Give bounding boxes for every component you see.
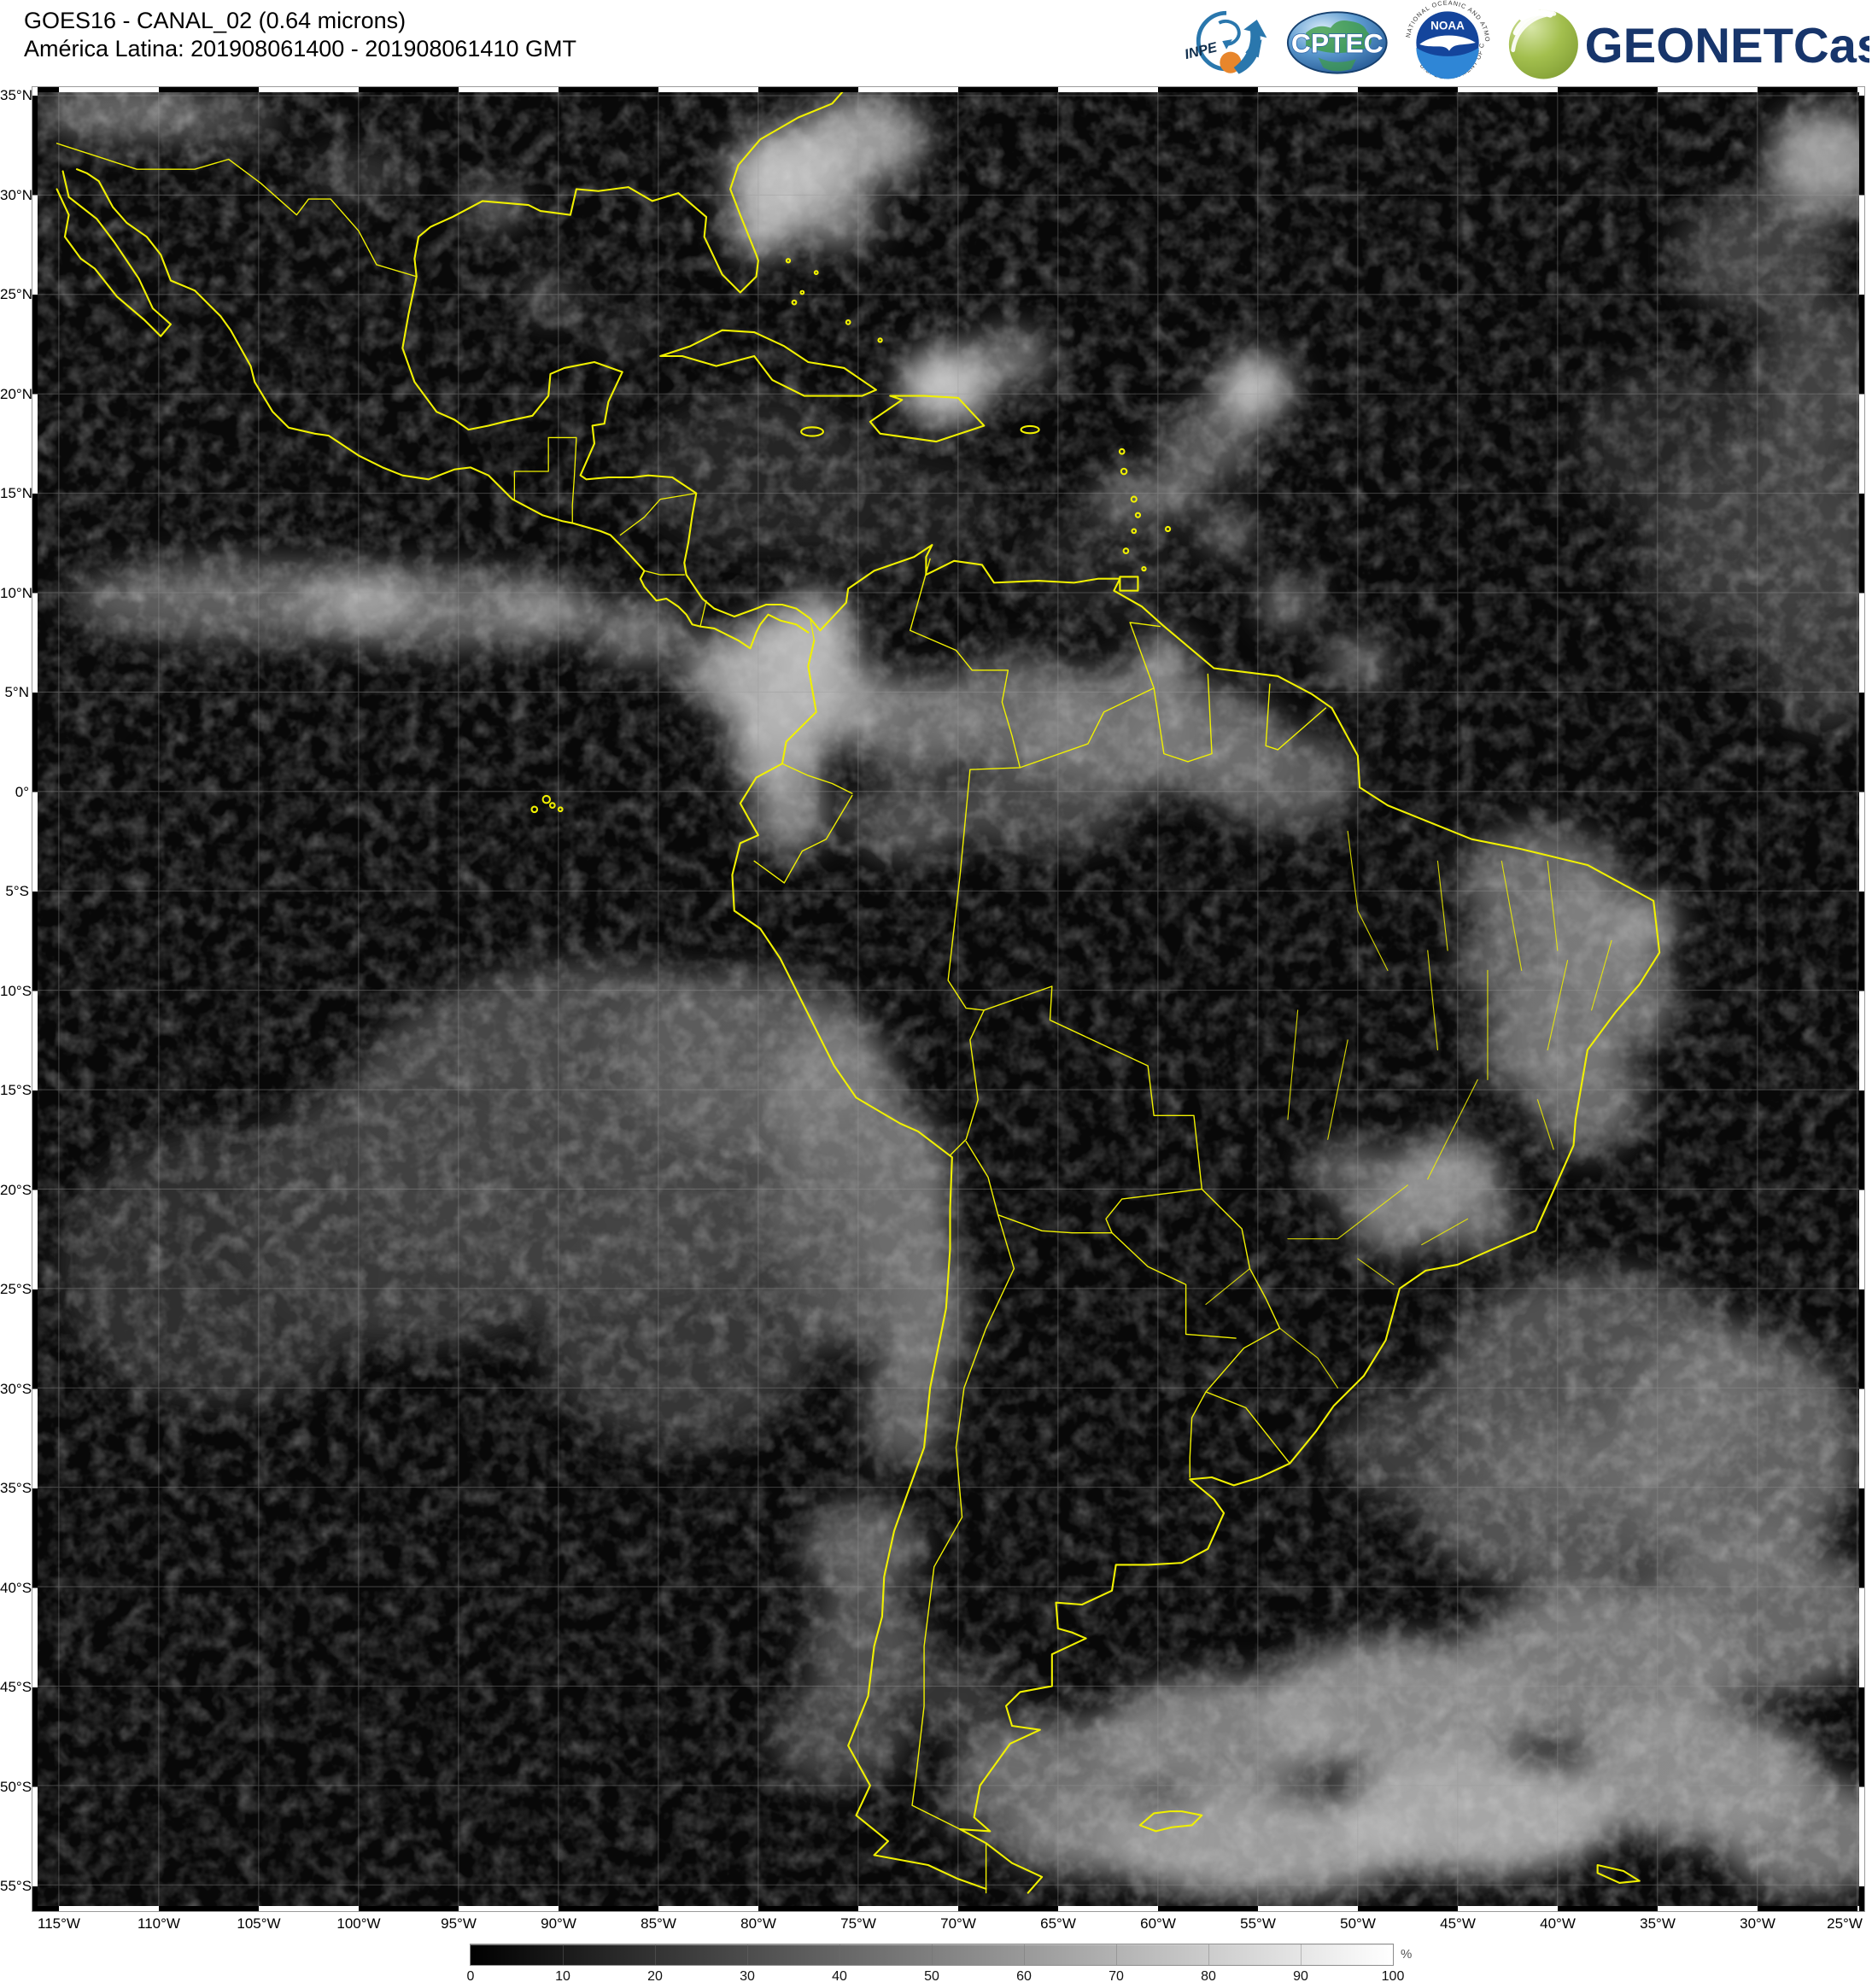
colorbar-tick bbox=[563, 1944, 564, 1965]
colorbar-tick bbox=[1024, 1944, 1025, 1965]
lon-label: 70°W bbox=[940, 1915, 976, 1932]
geonetcast-logo: GEONETCast bbox=[1508, 9, 1869, 79]
lon-label: 75°W bbox=[840, 1915, 876, 1932]
colorbar-unit-label: % bbox=[1401, 1947, 1413, 1962]
lon-label: 80°W bbox=[740, 1915, 776, 1932]
colorbar-tick bbox=[1116, 1944, 1117, 1965]
map-frame-left bbox=[32, 87, 38, 1911]
vignette bbox=[32, 87, 1864, 1911]
lon-label: 35°W bbox=[1640, 1915, 1676, 1932]
lon-label: 95°W bbox=[441, 1915, 477, 1932]
lat-label: 10°N bbox=[0, 584, 32, 601]
inpe-label: INPE bbox=[1183, 39, 1219, 62]
graticule-grid bbox=[32, 87, 1864, 1911]
lon-label: 85°W bbox=[641, 1915, 676, 1932]
lat-label: 20°N bbox=[0, 385, 32, 402]
lon-label: 50°W bbox=[1340, 1915, 1376, 1932]
lat-label: 25°S bbox=[0, 1281, 32, 1297]
lon-label: 25°W bbox=[1827, 1915, 1863, 1932]
colorbar-tick bbox=[932, 1944, 933, 1965]
lon-label: 55°W bbox=[1240, 1915, 1276, 1932]
lon-label: 110°W bbox=[137, 1915, 180, 1932]
map-frame-right bbox=[1859, 87, 1864, 1911]
colorbar-tick bbox=[747, 1944, 748, 1965]
lat-label: 35°S bbox=[0, 1480, 32, 1496]
colorbar-tick-label: 30 bbox=[740, 1969, 755, 1984]
geonetcast-label: GEONETCast bbox=[1584, 19, 1869, 73]
lat-label: 20°S bbox=[0, 1181, 32, 1198]
coastline-borders bbox=[56, 87, 1661, 1894]
lon-label: 115°W bbox=[38, 1915, 80, 1932]
lat-label: 5°S bbox=[5, 883, 29, 899]
colorbar-tick-label: 40 bbox=[832, 1969, 847, 1984]
inpe-logo-icon: INPE bbox=[1183, 10, 1267, 74]
lat-label: 10°S bbox=[0, 982, 32, 999]
lat-label: 45°S bbox=[0, 1679, 32, 1695]
colorbar-tick-label: 60 bbox=[1016, 1969, 1032, 1984]
lon-label: 105°W bbox=[237, 1915, 281, 1932]
lat-label: 30°N bbox=[0, 186, 32, 203]
lat-label: 40°S bbox=[0, 1579, 32, 1596]
map-frame-bottom bbox=[32, 1906, 1864, 1911]
satellite-imagery bbox=[32, 87, 1864, 1911]
map-frame-top bbox=[32, 87, 1864, 92]
colorbar-tick-label: 0 bbox=[466, 1969, 475, 1984]
colorbar-tick-label: 70 bbox=[1109, 1969, 1124, 1984]
lon-label: 60°W bbox=[1140, 1915, 1176, 1932]
lon-label: 45°W bbox=[1440, 1915, 1476, 1932]
logo-bar: INPE CPTEC NATIONAL OCEANIC AND ATMOSPHE… bbox=[1181, 0, 1869, 88]
product-subtitle: América Latina: 201908061400 - 201908061… bbox=[24, 36, 576, 61]
noaa-label: NOAA bbox=[1430, 20, 1465, 32]
colorbar-tick-label: 100 bbox=[1381, 1969, 1405, 1984]
cptec-logo-icon: CPTEC bbox=[1286, 11, 1388, 74]
colorbar-tick-label: 80 bbox=[1201, 1969, 1216, 1984]
colorbar-tick bbox=[839, 1944, 840, 1965]
lon-label: 100°W bbox=[336, 1915, 381, 1932]
lon-label: 40°W bbox=[1540, 1915, 1576, 1932]
lat-label: 15°N bbox=[0, 485, 32, 501]
lat-label: 25°N bbox=[0, 286, 32, 302]
colorbar-tick bbox=[1301, 1944, 1302, 1965]
lat-label: 0° bbox=[15, 783, 29, 800]
lon-label: 30°W bbox=[1740, 1915, 1775, 1932]
colorbar-tick-label: 50 bbox=[924, 1969, 939, 1984]
lat-label: 55°S bbox=[0, 1878, 32, 1894]
lat-label: 50°S bbox=[0, 1778, 32, 1795]
satellite-map bbox=[32, 87, 1864, 1911]
lat-label: 30°S bbox=[0, 1380, 32, 1397]
lat-label: 15°S bbox=[0, 1082, 32, 1098]
colorbar-tick bbox=[1208, 1944, 1209, 1965]
noaa-logo-icon: NATIONAL OCEANIC AND ATMOSPHERIC ADMINIS… bbox=[1402, 0, 1492, 88]
cptec-label: CPTEC bbox=[1291, 28, 1384, 59]
reflectance-colorbar bbox=[470, 1944, 1394, 1966]
colorbar-tick-label: 20 bbox=[647, 1969, 663, 1984]
lat-label: 5°N bbox=[4, 684, 29, 700]
lon-label: 90°W bbox=[541, 1915, 576, 1932]
geonetcast-sphere-icon bbox=[1508, 9, 1578, 79]
colorbar-tick-label: 10 bbox=[555, 1969, 570, 1984]
lon-label: 65°W bbox=[1040, 1915, 1076, 1932]
colorbar-tick bbox=[655, 1944, 656, 1965]
colorbar-tick-label: 90 bbox=[1293, 1969, 1308, 1984]
lat-label: 35°N bbox=[0, 87, 32, 103]
product-title: GOES16 - CANAL_02 (0.64 microns) bbox=[24, 8, 407, 33]
header: GOES16 - CANAL_02 (0.64 microns) América… bbox=[24, 7, 576, 63]
